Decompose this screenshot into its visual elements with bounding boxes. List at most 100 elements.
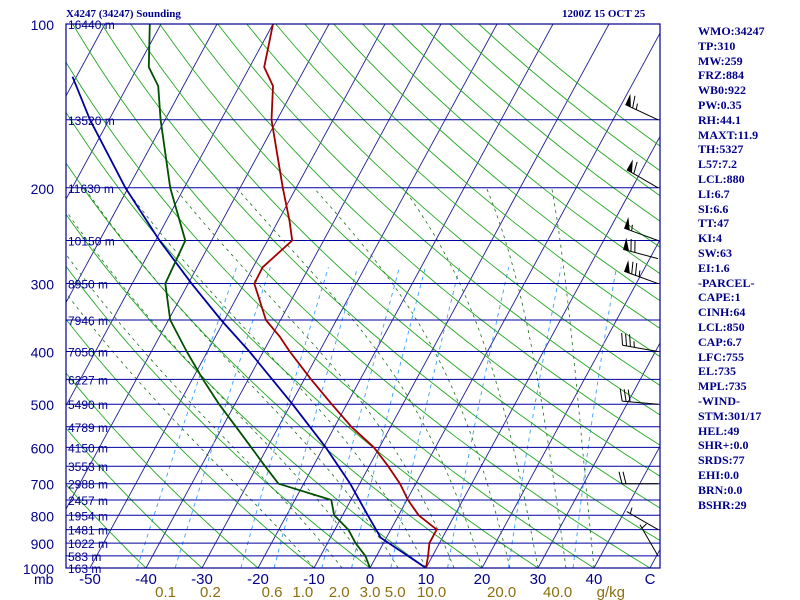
index-item: MAXT:11.9 (698, 127, 759, 142)
index-item: SW:63 (698, 245, 733, 260)
isotherm (66, 24, 330, 510)
temperature-tick-label: 0 (366, 571, 374, 588)
pressure-tick-label: 300 (31, 277, 55, 293)
dry-adiabat (130, 24, 660, 509)
index-item: MW:259 (698, 53, 743, 68)
height-label: 4150 m (68, 441, 108, 455)
wind-barb-feather (622, 471, 627, 484)
wind-barb-feather (623, 389, 627, 402)
wind-barb-staff (622, 344, 659, 353)
isotherm (257, 24, 554, 568)
temperature-tick-label: C (645, 571, 656, 588)
index-item: FRZ:884 (698, 68, 744, 83)
moist-adiabat (486, 187, 567, 568)
sounding-station-title: X4247 (34247) Sounding (66, 8, 181, 20)
wind-barb-flag (624, 216, 630, 231)
mixing-ratio-label: g/kg (597, 584, 625, 600)
pressure-tick-label: 700 (31, 477, 55, 493)
index-item: EI:1.6 (698, 260, 730, 275)
mixing-ratio-label: 0.1 (155, 584, 176, 600)
wind-barb-half-feather (629, 507, 633, 514)
wind-barb (626, 507, 659, 531)
index-item: EHI:0.0 (698, 467, 740, 482)
isotherm (89, 24, 386, 568)
height-label: 3553 m (68, 460, 108, 474)
height-label: 2457 m (68, 494, 108, 508)
isotherm (593, 445, 660, 568)
wind-barb-half-feather (638, 270, 641, 277)
mixing-ratio-line (507, 267, 562, 568)
wind-barb (618, 471, 658, 485)
height-label: 7050 m (68, 346, 108, 360)
height-label: 13520 m (68, 114, 115, 128)
wind-barb-feather (618, 471, 623, 484)
height-label: 4789 m (68, 421, 108, 435)
index-item: BSHR:29 (698, 497, 747, 512)
pressure-tick-label: 900 (31, 536, 55, 552)
height-label: 8950 m (68, 278, 108, 292)
dry-adiabat (66, 318, 315, 568)
temperature-tick-label: 10 (418, 571, 435, 588)
temperature-profile-line (253, 24, 438, 568)
isotherm (481, 238, 660, 568)
dry-adiabat (66, 213, 427, 568)
pressure-tick-label: 100 (31, 17, 55, 33)
mixing-ratio-line (447, 267, 510, 568)
pressure-tick-label: 800 (31, 508, 55, 524)
parcel-path-line (71, 76, 427, 568)
wind-barb (639, 523, 659, 557)
height-label: 11630 m (68, 182, 114, 196)
index-item: LI:6.7 (698, 186, 730, 201)
dry-adiabat (66, 162, 483, 568)
dry-adiabat (246, 24, 660, 386)
mixing-ratio-line (351, 267, 426, 568)
index-item: KI:4 (698, 231, 722, 246)
pressure-tick-label: 200 (31, 181, 55, 197)
index-item: CAP:6.7 (698, 334, 742, 349)
dewpoint-profile-line (147, 24, 371, 568)
index-item: LCL:850 (698, 319, 745, 334)
temperature-tick-label: 20 (474, 571, 491, 588)
wind-barb-flag (625, 93, 631, 108)
index-item: -PARCEL- (698, 275, 755, 290)
wind-barb-feather (633, 161, 638, 174)
isotherm (66, 24, 274, 407)
wind-barb-feather (634, 262, 638, 276)
moist-adiabat (236, 187, 483, 568)
mixing-ratio-label: 3.0 (360, 584, 381, 600)
temperature-tick-label: -30 (191, 571, 213, 588)
wind-barb-half-feather (641, 523, 647, 529)
index-item: PW:0.35 (698, 97, 742, 112)
wind-barb-staff (626, 511, 659, 531)
isotherm (425, 135, 660, 568)
pressure-tick-label: 500 (31, 397, 55, 413)
temperature-tick-label: -20 (247, 571, 269, 588)
wind-barb (626, 159, 659, 189)
height-label: 6227 m (68, 373, 108, 387)
moist-adiabat (174, 187, 455, 568)
index-item: -WIND- (698, 393, 740, 408)
wind-barb-staff (624, 227, 659, 241)
wind-barb (621, 332, 659, 353)
index-item: LFC:755 (698, 349, 744, 364)
mixing-ratio-line (273, 267, 359, 568)
mixing-ratio-label: 5.0 (385, 584, 406, 600)
dry-adiabat (66, 372, 259, 568)
wind-barb (624, 260, 659, 285)
dry-adiabat (66, 265, 371, 568)
index-item: MPL:735 (698, 379, 747, 394)
temperature-tick-label: -50 (79, 571, 101, 588)
index-item: STM:301/17 (698, 408, 762, 423)
wind-barb-staff (625, 104, 659, 121)
mixing-ratio-label: 20.0 (487, 584, 516, 600)
isotherm (66, 24, 162, 201)
moist-adiabat (313, 187, 511, 568)
height-label: 1481 m (68, 524, 108, 538)
wind-barb-staff (639, 524, 659, 557)
wind-barb-flag (626, 159, 633, 173)
plot-frame (65, 23, 661, 569)
stability-indices-panel: WMO:34247 TP:310 MW:259 FRZ:884 WB0:922 PW:0.… (698, 24, 798, 512)
pressure-tick-label: 600 (31, 440, 55, 456)
pressure-tick-label: 1000 (23, 561, 54, 577)
index-item: TP:310 (698, 38, 736, 53)
